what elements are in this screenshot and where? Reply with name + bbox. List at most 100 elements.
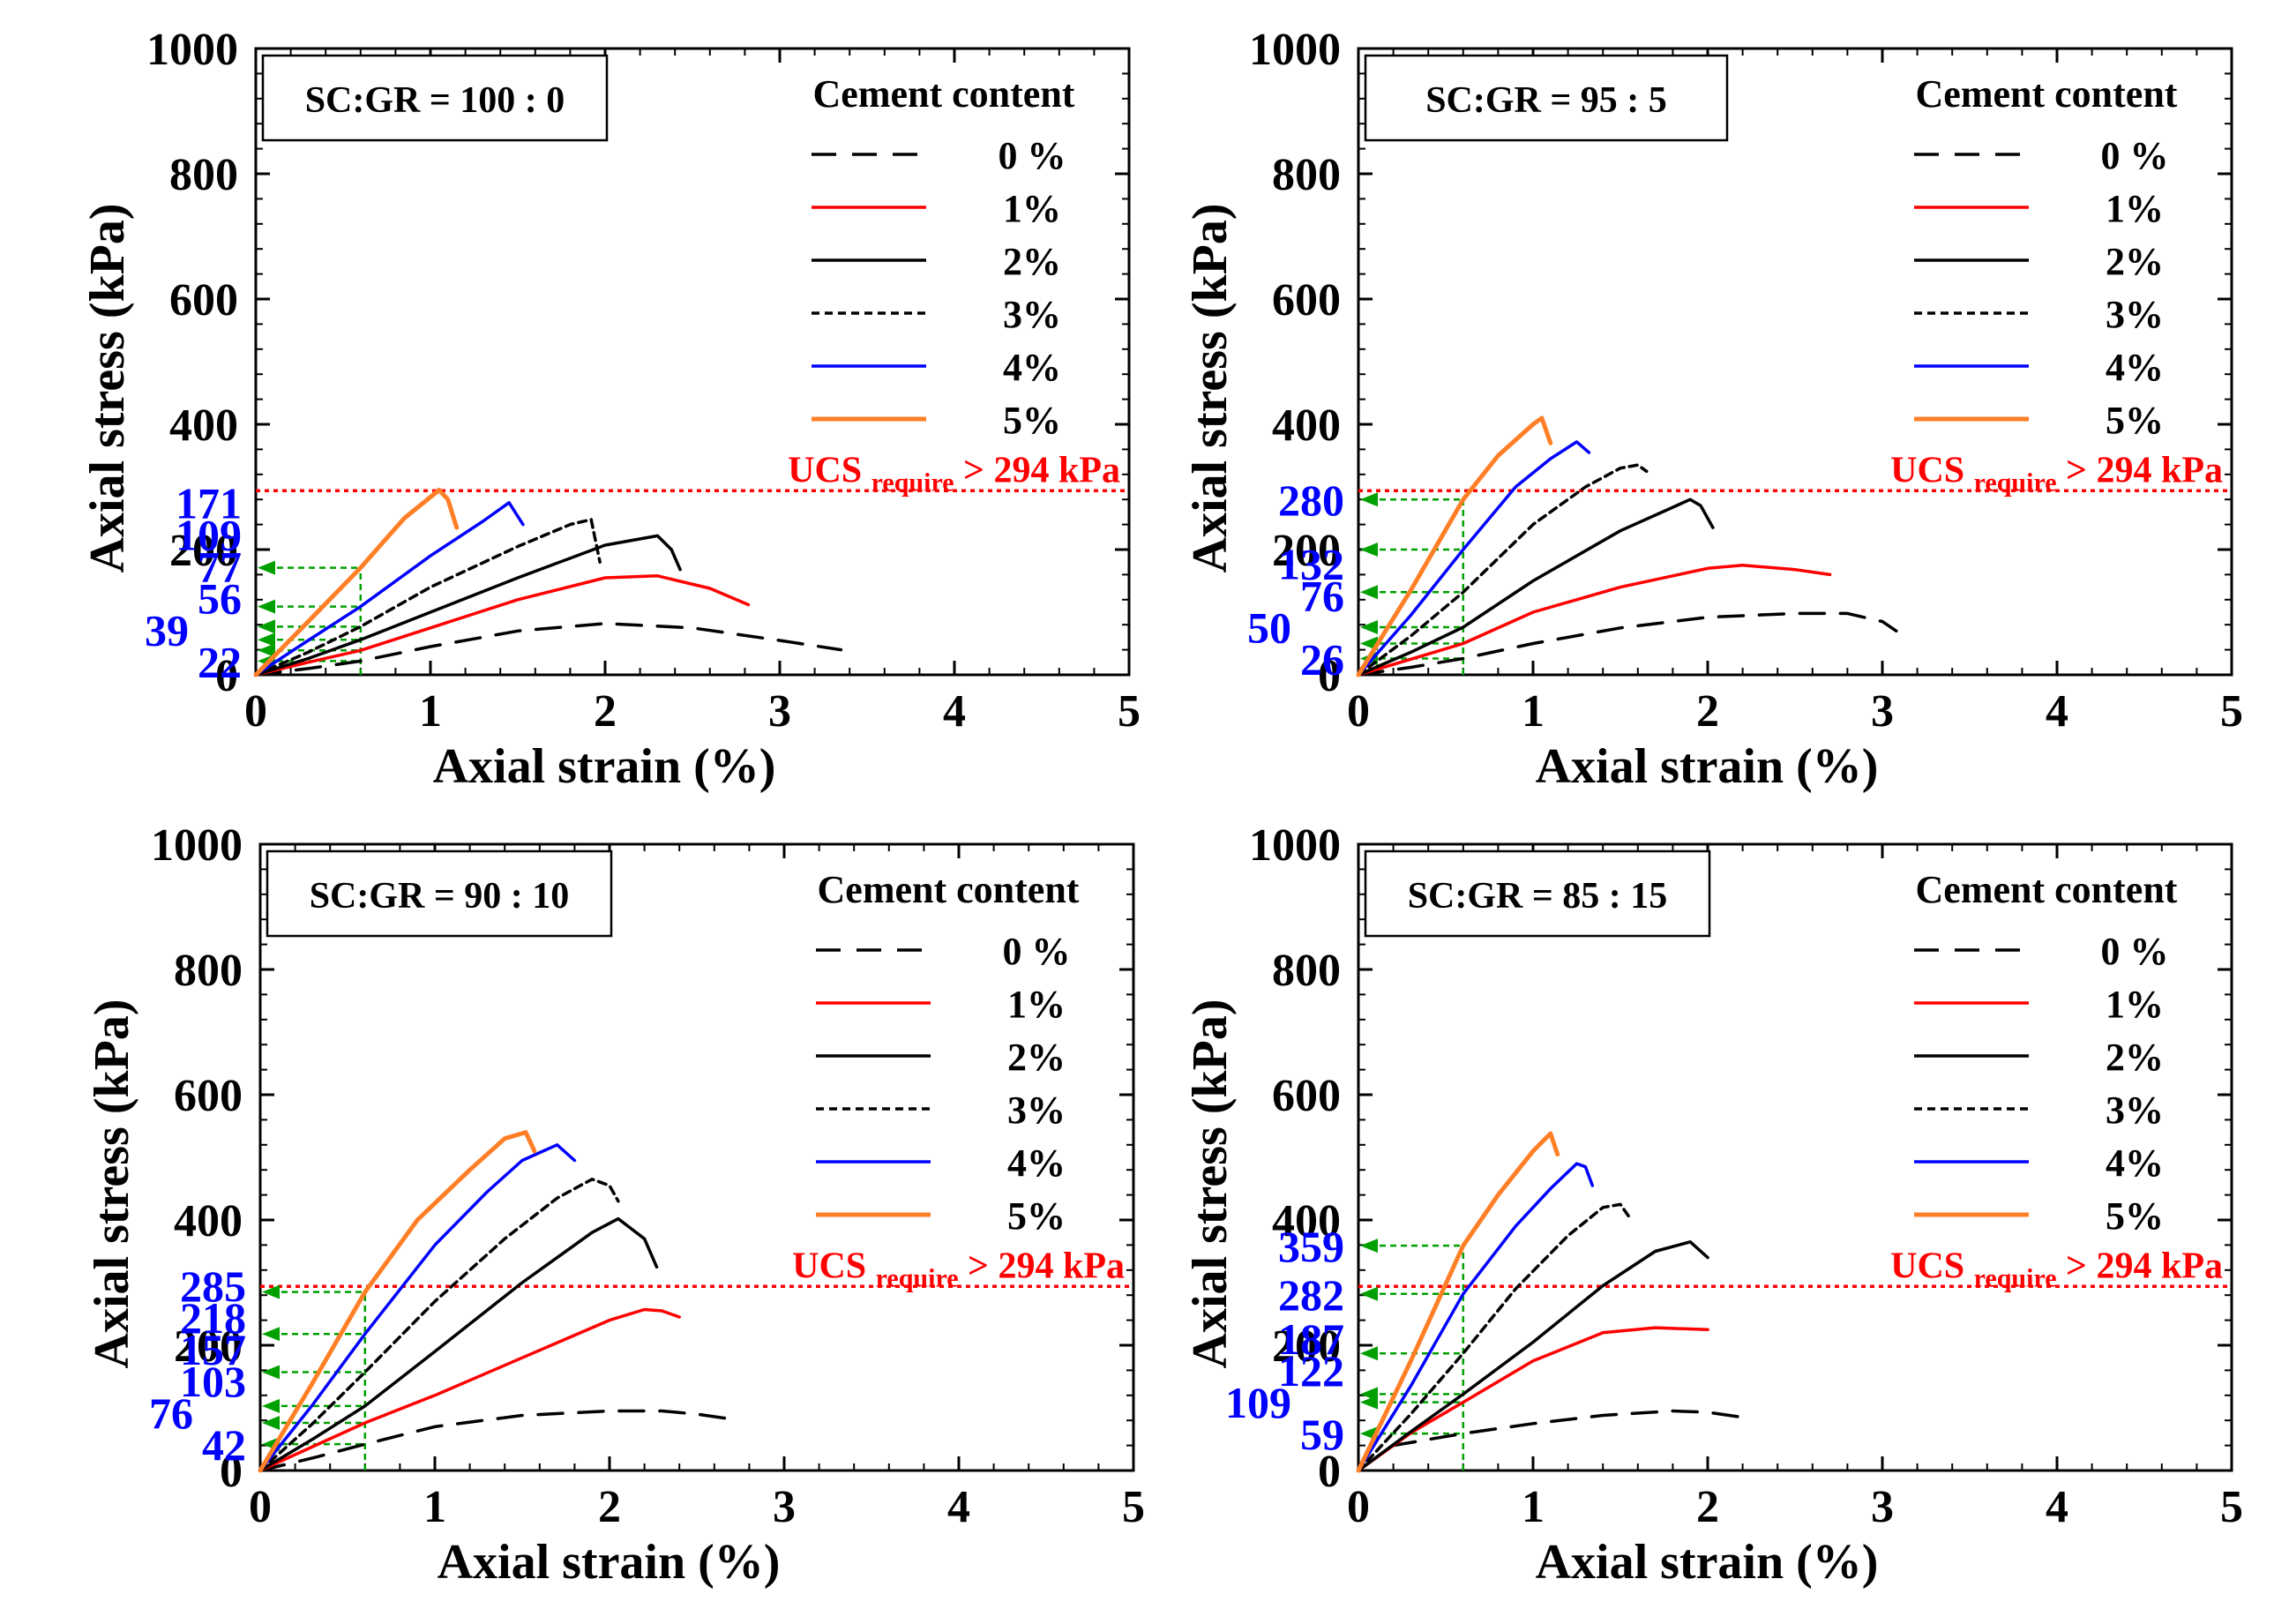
marker-arrow-icon xyxy=(258,643,275,658)
x-tick-label: 3 xyxy=(1871,1482,1894,1532)
y-tick-label: 800 xyxy=(1272,946,1341,996)
x-axis-title: Axial strain (%) xyxy=(1536,1535,1879,1590)
legend-label-5: 4% xyxy=(2106,346,2164,389)
marker-value-label: 171 xyxy=(176,478,242,528)
marker-arrow-icon xyxy=(262,1416,280,1431)
x-axis-title: Axial strain (%) xyxy=(433,739,776,794)
y-tick-label: 600 xyxy=(174,1071,243,1121)
y-tick-label: 600 xyxy=(169,275,238,326)
x-tick-label: 2 xyxy=(1696,686,1719,737)
series-line-6 xyxy=(253,488,460,677)
marker-arrow-icon xyxy=(262,1398,280,1413)
marker-value-label: 56 xyxy=(198,573,242,623)
marker-arrow-icon xyxy=(1360,1286,1378,1301)
series-line-1 xyxy=(258,1409,734,1472)
marker-arrow-icon xyxy=(262,1365,280,1380)
y-tick-label: 1000 xyxy=(1249,25,1341,75)
legend-label-6: 5% xyxy=(1003,399,1061,442)
marker-value-label: 285 xyxy=(180,1261,246,1311)
legend-label-4: 3% xyxy=(1007,1089,1066,1132)
legend-label-1: 0 % xyxy=(2101,930,2169,973)
y-tick-label: 400 xyxy=(1272,1196,1341,1246)
marker-value-label: 50 xyxy=(1247,603,1291,653)
y-axis-title: Axial stress (kPa) xyxy=(1183,999,1238,1369)
y-tick-label: 400 xyxy=(169,400,238,451)
marker-value-label: 39 xyxy=(145,605,189,655)
ucs-require-label: UCS require > 294 kPa xyxy=(1890,1246,2223,1292)
y-tick-label: 200 xyxy=(1272,1321,1341,1372)
marker-value-label: 282 xyxy=(1278,1270,1344,1320)
series-line-1 xyxy=(1357,1409,1745,1472)
marker-value-label: 132 xyxy=(1278,540,1344,589)
marker-arrow-icon xyxy=(1360,492,1378,507)
x-tick-label: 2 xyxy=(594,686,617,737)
y-tick-label: 0 xyxy=(215,651,238,701)
legend-label-1: 0 % xyxy=(2101,134,2169,177)
x-tick-label: 3 xyxy=(1871,686,1894,737)
x-tick-label: 0 xyxy=(244,686,267,737)
y-tick-label: 1000 xyxy=(1249,820,1341,871)
x-tick-label: 0 xyxy=(249,1482,272,1532)
marker-value-label: 76 xyxy=(1300,572,1344,621)
legend-label-3: 2% xyxy=(2106,1036,2164,1079)
marker-arrow-icon xyxy=(1360,1395,1378,1410)
x-tick-label: 5 xyxy=(1122,1482,1145,1532)
marker-value-label: 76 xyxy=(149,1388,193,1438)
plot-frame xyxy=(258,842,1135,1472)
x-tick-label: 5 xyxy=(1118,686,1141,737)
y-tick-label: 0 xyxy=(220,1447,243,1497)
series-line-2 xyxy=(1357,564,1832,677)
x-tick-label: 4 xyxy=(2046,1482,2068,1532)
legend-title: Cement content xyxy=(818,868,1080,911)
x-tick-label: 3 xyxy=(773,1482,796,1532)
x-tick-label: 1 xyxy=(423,1482,446,1532)
legend-label-5: 4% xyxy=(2106,1141,2164,1185)
y-tick-label: 600 xyxy=(1272,275,1341,326)
ucs-require-label: UCS require > 294 kPa xyxy=(792,1246,1125,1292)
ucs-require-label: UCS require > 294 kPa xyxy=(788,450,1120,497)
marker-value-label: 280 xyxy=(1278,475,1344,525)
legend-label-2: 1% xyxy=(2106,187,2164,230)
legend-label-5: 4% xyxy=(1007,1141,1066,1185)
x-tick-label: 5 xyxy=(2220,1482,2243,1532)
marker-value-label: 26 xyxy=(1300,635,1344,685)
x-tick-label: 1 xyxy=(1522,1482,1545,1532)
marker-arrow-icon xyxy=(1360,543,1378,557)
marker-value-label: 157 xyxy=(180,1325,246,1374)
marker-arrow-icon xyxy=(1360,620,1378,635)
legend-title: Cement content xyxy=(1916,868,2178,911)
x-tick-label: 2 xyxy=(1696,1482,1719,1532)
legend-title: Cement content xyxy=(1916,72,2178,116)
legend-label-6: 5% xyxy=(2106,1194,2164,1238)
marker-arrow-icon xyxy=(262,1284,280,1299)
series-line-2 xyxy=(258,1307,681,1472)
plot-frame xyxy=(254,47,1131,677)
legend-label-4: 3% xyxy=(2106,293,2164,336)
series-line-3 xyxy=(1357,1240,1709,1472)
y-tick-label: 0 xyxy=(1318,651,1341,701)
legend-title: Cement content xyxy=(813,72,1075,116)
marker-value-label: 122 xyxy=(1278,1346,1344,1396)
legend-label-3: 2% xyxy=(1007,1036,1066,1079)
x-tick-label: 3 xyxy=(768,686,791,737)
series-line-5 xyxy=(258,1143,577,1472)
ratio-label-box xyxy=(1364,849,1711,938)
panel-sc-gr-85-15: 0 1 2 3 4 5 0 200 400 600 800 1000 Axial strain (%) A… xyxy=(1183,820,2243,1590)
panel-sc-gr-90-10: 0 1 2 3 4 5 0 200 400 600 800 1000 Axial strain (%) A… xyxy=(85,820,1145,1590)
legend-label-2: 1% xyxy=(1007,983,1066,1026)
y-tick-label: 400 xyxy=(174,1196,243,1246)
marker-arrow-icon xyxy=(262,1327,280,1342)
x-axis-title: Axial strain (%) xyxy=(438,1535,781,1590)
series-line-2 xyxy=(254,574,751,677)
legend-label-1: 0 % xyxy=(999,134,1066,177)
series-line-4 xyxy=(1357,463,1649,677)
marker-value-label: 359 xyxy=(1278,1222,1344,1271)
series-line-5 xyxy=(1357,440,1591,677)
series-line-1 xyxy=(1357,611,1898,677)
marker-value-label: 103 xyxy=(180,1357,246,1406)
series-line-4 xyxy=(258,1178,620,1472)
y-tick-label: 200 xyxy=(1272,526,1341,576)
y-tick-label: 1000 xyxy=(151,820,243,871)
ratio-label-box xyxy=(266,849,613,938)
